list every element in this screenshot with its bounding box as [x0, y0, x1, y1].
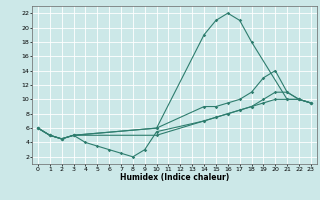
X-axis label: Humidex (Indice chaleur): Humidex (Indice chaleur)	[120, 173, 229, 182]
